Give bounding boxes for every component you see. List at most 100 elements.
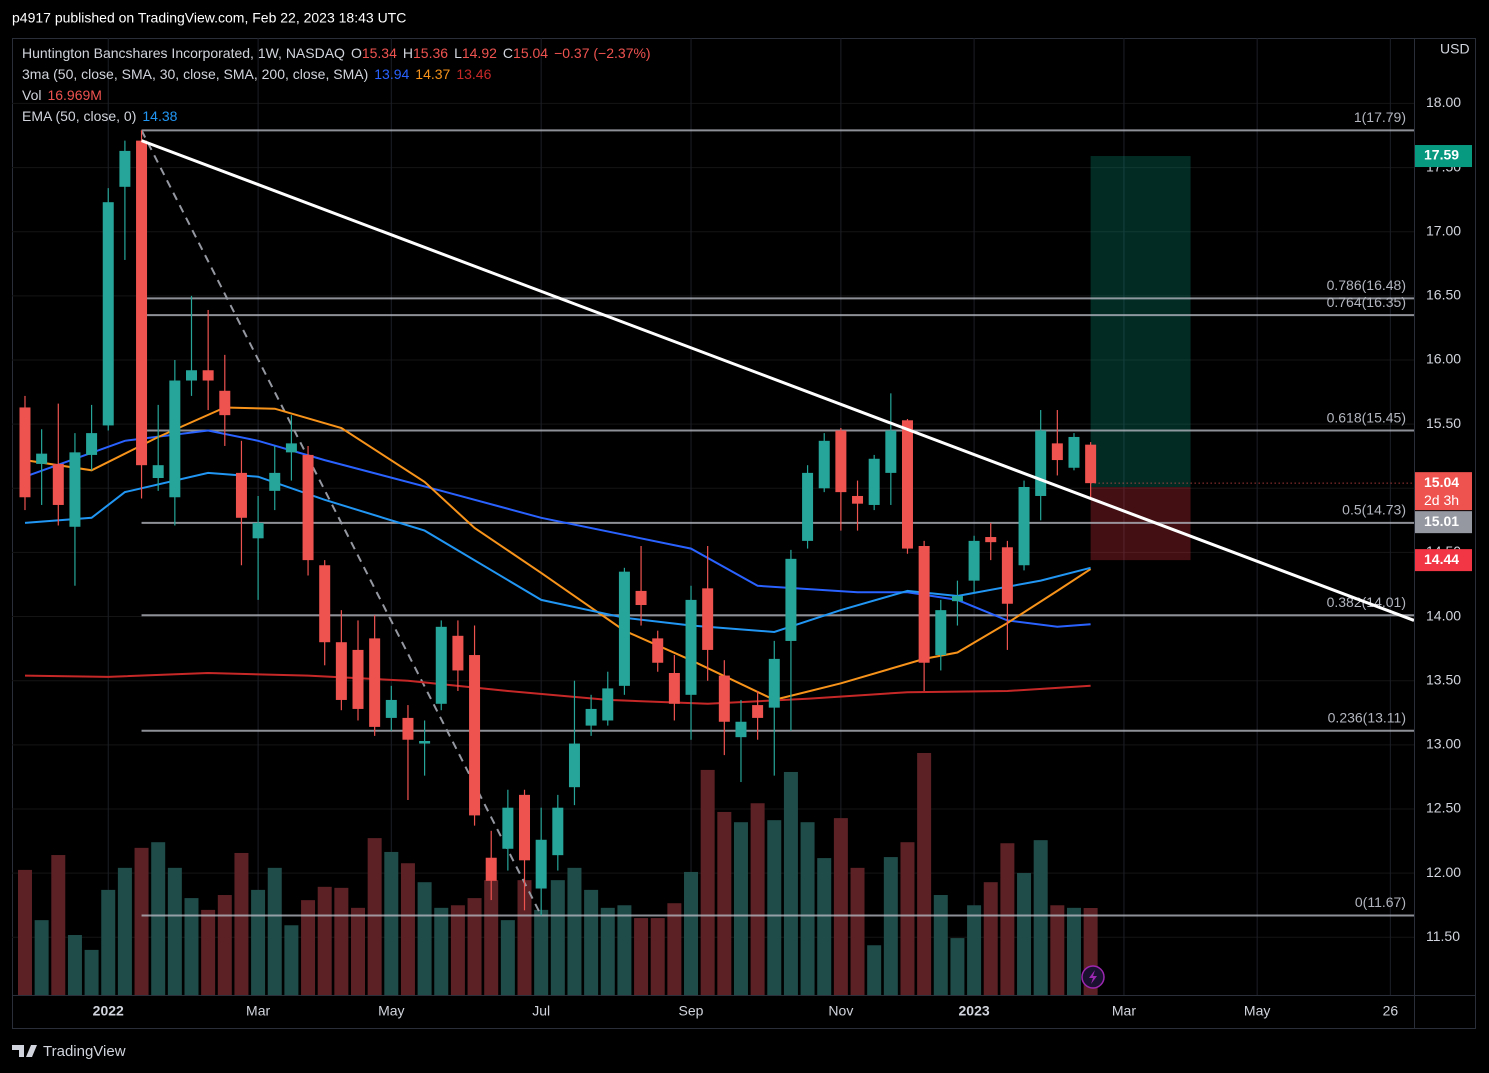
candle-body (452, 635, 464, 671)
y-tick-label: 11.50 (1426, 928, 1460, 944)
candle-body (19, 407, 31, 498)
candle-body (818, 440, 830, 489)
volume-bar (351, 907, 365, 995)
currency: USD (1440, 41, 1470, 57)
volume-bar (584, 889, 599, 995)
volume-bar (800, 822, 815, 995)
candle-body (1035, 430, 1047, 496)
x-tick-label: 2022 (93, 1003, 124, 1019)
candle-body (935, 610, 947, 656)
x-tick-label: Mar (1112, 1003, 1136, 1019)
y-tick-label: 15.50 (1426, 415, 1461, 431)
volume-bar (750, 803, 765, 995)
x-tick-label: 2023 (959, 1003, 990, 1019)
trendline (141, 139, 1414, 622)
volume-bar (167, 867, 182, 995)
legend-item: 16.969M (47, 87, 101, 103)
legend-item: 13.46 (456, 66, 491, 82)
candle-body (802, 472, 814, 541)
candle-body (868, 458, 880, 505)
fib-label: 0.764(16.35) (1327, 294, 1406, 310)
candle-body (1018, 486, 1030, 566)
candle-body (635, 590, 647, 606)
candle-body (552, 807, 564, 856)
moving-average (24, 406, 1092, 701)
volume-bar (850, 867, 865, 995)
legend-item: 13.94 (374, 66, 409, 82)
candle-body (1051, 443, 1063, 461)
volume-bar (101, 889, 116, 995)
candle-body (968, 540, 980, 581)
candle-body (419, 740, 431, 744)
brand: TradingView (43, 1043, 126, 1060)
volume-bar (817, 858, 832, 995)
volume-bar (134, 847, 149, 995)
fib-label: 0(11.67) (1355, 894, 1406, 910)
price-label: 14.44 (1424, 551, 1459, 567)
volume-bar (617, 905, 632, 995)
volume-bar (1050, 905, 1065, 995)
volume-bar (967, 905, 982, 995)
legend-item: Huntington Bancshares Incorporated, 1W, … (22, 45, 345, 61)
candle-body (485, 857, 497, 881)
candle-body (369, 638, 381, 727)
candle-body (235, 472, 247, 518)
legend-line: EMA (50, close, 0) 14.38 (22, 108, 178, 124)
candle-body (668, 673, 680, 704)
fib-label: 0.786(16.48) (1327, 277, 1406, 293)
candle-body (202, 370, 214, 381)
volume-bar (151, 842, 166, 995)
volume-bar (600, 907, 615, 995)
y-tick-label: 13.00 (1426, 736, 1461, 752)
x-tick-label: Jul (532, 1003, 550, 1019)
x-tick-label: Sep (679, 1003, 704, 1019)
price-label: 15.01 (1424, 513, 1459, 529)
volume-bar (400, 863, 415, 995)
volume-bar (67, 935, 82, 995)
candle-body (652, 638, 664, 663)
legend-item: 3ma (50, close, SMA, 30, close, SMA, 200… (22, 66, 368, 82)
candle-body (152, 465, 164, 479)
legend-item: Vol (22, 87, 41, 103)
volume-bar (950, 938, 965, 995)
candle-body (502, 807, 514, 849)
volume-bar (783, 771, 798, 995)
candle-body (435, 626, 447, 704)
x-tick-label: Nov (828, 1003, 853, 1019)
candle-body (86, 433, 98, 455)
candle-body (385, 699, 397, 718)
candle-body (219, 390, 231, 416)
volume-bar (184, 898, 199, 995)
legend-item: 15.36 (413, 45, 448, 61)
volume-bar (84, 949, 99, 995)
volume-bar (767, 820, 782, 995)
legend-item: H (403, 45, 413, 61)
volume-bar (267, 867, 282, 995)
volume-bar (1017, 872, 1032, 995)
x-tick-label: 26 (1383, 1003, 1399, 1019)
legend: Huntington Bancshares Incorporated, 1W, … (22, 45, 651, 124)
fib-label: 0.236(13.11) (1328, 709, 1406, 725)
volume-bar (334, 887, 349, 995)
alert-icon[interactable] (1081, 965, 1105, 989)
volume-bar (733, 822, 748, 995)
alert-bolt (1089, 970, 1097, 984)
candle-body (269, 472, 281, 491)
logo-mark (12, 1045, 37, 1057)
candle-body (469, 655, 481, 816)
legend-item: 14.37 (415, 66, 450, 82)
candle-body (319, 565, 331, 643)
published-line: p4917 published on TradingView.com, Feb … (12, 10, 406, 26)
candle-body (36, 453, 48, 464)
candle-body (685, 599, 697, 695)
legend-item: EMA (50, close, 0) (22, 108, 136, 124)
fib-label: 0.618(15.45) (1327, 409, 1406, 425)
volume-bar (650, 918, 665, 995)
candle-body (1085, 444, 1097, 484)
y-tick-label: 16.50 (1426, 287, 1461, 303)
candle-body (702, 588, 714, 650)
candle-body (102, 202, 114, 426)
volume-bar (667, 903, 682, 995)
volume-bar (634, 918, 649, 995)
axes: 11.5012.0012.5013.0013.5014.0014.5015.00… (93, 94, 1472, 1019)
